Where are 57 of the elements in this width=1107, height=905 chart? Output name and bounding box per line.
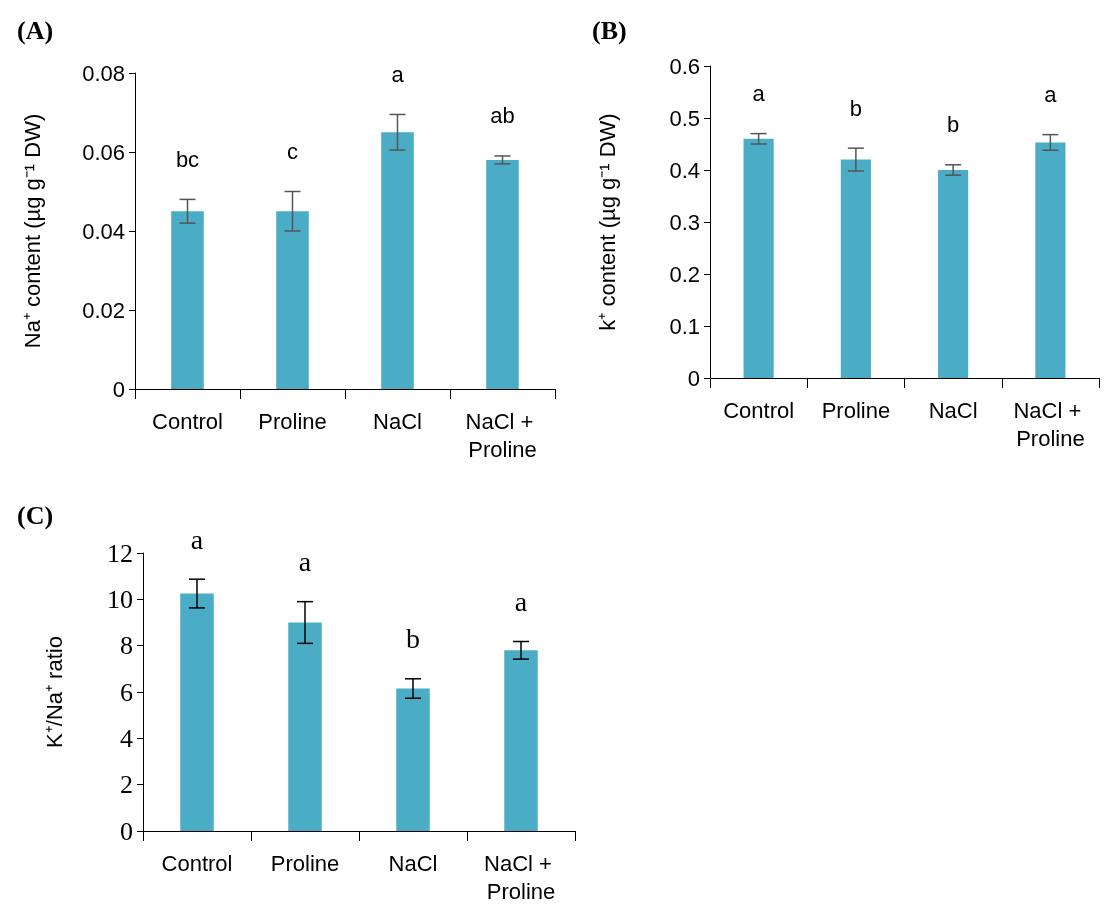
chart-title: (A) (17, 15, 54, 45)
y-tick-label: 10 (107, 584, 133, 614)
bar (276, 211, 309, 389)
x-tick-label: NaCl + Proline (484, 850, 558, 904)
bar (381, 132, 414, 389)
annotation: bc (175, 146, 200, 172)
y-axis-title: K⁺/Na⁺ ratio (41, 636, 67, 748)
annotation: b (947, 112, 960, 138)
x-tick-label: NaCl (928, 397, 978, 423)
annotation: a (752, 81, 766, 107)
y-tick-label: 6 (120, 677, 133, 707)
x-tick-label: Proline (821, 397, 891, 423)
y-tick-label: 12 (107, 538, 133, 568)
x-tick-label: NaCl (373, 408, 422, 434)
annotation: a (514, 586, 528, 617)
annotation: b (406, 623, 420, 655)
y-tick-label: 0.04 (82, 218, 125, 244)
x-tick-label: Proline (270, 850, 340, 876)
chart-title: (C) (17, 500, 54, 530)
y-tick-label: 0.2 (669, 261, 700, 287)
bar (180, 593, 214, 831)
y-tick-label: 2 (120, 770, 133, 800)
x-tick-label: NaCl + Proline (465, 408, 540, 462)
x-tick-label: Proline (258, 408, 327, 434)
x-tick-label: Control (161, 850, 233, 876)
y-tick-label: 0.06 (82, 139, 125, 165)
annotation: a (1044, 82, 1058, 108)
x-tick-label: Control (723, 397, 795, 423)
y-tick-label: 8 (120, 631, 133, 661)
annotation: c (287, 139, 298, 164)
annotation: a (391, 61, 405, 87)
y-tick-label: 0 (112, 376, 125, 402)
annotation: ab (490, 103, 515, 129)
y-tick-label: 0 (687, 365, 700, 391)
y-tick-label: 4 (120, 723, 133, 753)
annotation: b (849, 95, 862, 121)
bar (504, 650, 538, 831)
y-tick-label: 0.6 (669, 53, 700, 79)
y-tick-label: 0.4 (669, 157, 700, 183)
y-tick-label: 0.1 (669, 313, 700, 339)
y-axis-title: k⁺ content (µg g⁻¹ DW) (594, 113, 620, 331)
y-tick-label: 0.3 (669, 209, 700, 235)
x-tick-label: Control (152, 408, 223, 434)
bar (288, 622, 322, 831)
bar (486, 159, 519, 389)
y-axis-title: Na⁺ content (µg g⁻¹ DW) (19, 113, 45, 349)
annotation: a (190, 523, 204, 555)
chart-title: (B) (592, 15, 627, 45)
y-tick-label: 0.5 (669, 105, 700, 131)
bar (396, 688, 430, 831)
y-tick-label: 0 (120, 816, 133, 846)
y-tick-label: 0.08 (82, 60, 125, 86)
annotation: a (298, 546, 312, 578)
y-tick-label: 0.02 (82, 297, 125, 323)
x-tick-label: NaCl + Proline (1013, 397, 1088, 451)
bar (171, 211, 204, 389)
x-tick-label: NaCl (388, 850, 438, 876)
